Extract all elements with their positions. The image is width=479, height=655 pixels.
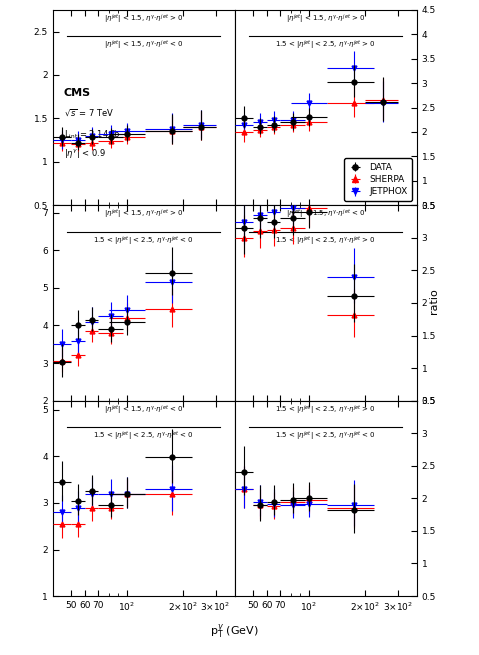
Text: |$\eta^{jet}$| < 1.5, $\eta^{\gamma}$$\cdot$$\eta^{jet}$ < 0: |$\eta^{jet}$| < 1.5, $\eta^{\gamma}$$\c…	[286, 207, 365, 220]
Text: 1.5 < |$\eta^{jet}$| < 2.5, $\eta^{\gamma}$$\cdot$$\eta^{jet}$ < 0: 1.5 < |$\eta^{jet}$| < 2.5, $\eta^{\gamm…	[93, 429, 194, 442]
Text: |$\eta^{\gamma}$| < 0.9: |$\eta^{\gamma}$| < 0.9	[64, 147, 106, 160]
Text: $\sqrt{s}$ = 7 TeV: $\sqrt{s}$ = 7 TeV	[64, 107, 114, 119]
Text: |$\eta^{jet}$| < 1.5, $\eta^{\gamma}$$\cdot$$\eta^{jet}$ > 0: |$\eta^{jet}$| < 1.5, $\eta^{\gamma}$$\c…	[104, 12, 183, 25]
Text: |$\eta^{jet}$| < 1.5, $\eta^{\gamma}$$\cdot$$\eta^{jet}$ < 0: |$\eta^{jet}$| < 1.5, $\eta^{\gamma}$$\c…	[104, 38, 183, 51]
Text: L$_{\rm int}$ = 2.14 fb$^{-1}$: L$_{\rm int}$ = 2.14 fb$^{-1}$	[64, 127, 128, 141]
Text: 1.5 < |$\eta^{jet}$| < 2.5, $\eta^{\gamma}$$\cdot$$\eta^{jet}$ < 0: 1.5 < |$\eta^{jet}$| < 2.5, $\eta^{\gamm…	[93, 234, 194, 246]
Text: 1.5 < |$\eta^{jet}$| < 2.5, $\eta^{\gamma}$$\cdot$$\eta^{jet}$ > 0: 1.5 < |$\eta^{jet}$| < 2.5, $\eta^{\gamm…	[275, 38, 376, 51]
Text: p$_{\rm T}^{\gamma}$ (GeV): p$_{\rm T}^{\gamma}$ (GeV)	[210, 622, 259, 641]
Text: ratio: ratio	[429, 288, 439, 314]
Text: |$\eta^{jet}$| < 1.5, $\eta^{\gamma}$$\cdot$$\eta^{jet}$ < 0: |$\eta^{jet}$| < 1.5, $\eta^{\gamma}$$\c…	[104, 403, 183, 415]
Text: |$\eta^{jet}$| < 1.5, $\eta^{\gamma}$$\cdot$$\eta^{jet}$ > 0: |$\eta^{jet}$| < 1.5, $\eta^{\gamma}$$\c…	[104, 207, 183, 220]
Text: 1.5 < |$\eta^{jet}$| < 2.5, $\eta^{\gamma}$$\cdot$$\eta^{jet}$ > 0: 1.5 < |$\eta^{jet}$| < 2.5, $\eta^{\gamm…	[275, 234, 376, 246]
Text: CMS: CMS	[64, 88, 91, 98]
Legend: DATA, SHERPA, JETPHOX: DATA, SHERPA, JETPHOX	[344, 159, 412, 200]
Text: 1.5 < |$\eta^{jet}$| < 2.5, $\eta^{\gamma}$$\cdot$$\eta^{jet}$ > 0: 1.5 < |$\eta^{jet}$| < 2.5, $\eta^{\gamm…	[275, 403, 376, 415]
Text: 1.5 < |$\eta^{jet}$| < 2.5, $\eta^{\gamma}$$\cdot$$\eta^{jet}$ < 0: 1.5 < |$\eta^{jet}$| < 2.5, $\eta^{\gamm…	[275, 429, 376, 442]
Text: |$\eta^{jet}$| < 1.5, $\eta^{\gamma}$$\cdot$$\eta^{jet}$ > 0: |$\eta^{jet}$| < 1.5, $\eta^{\gamma}$$\c…	[286, 12, 365, 25]
